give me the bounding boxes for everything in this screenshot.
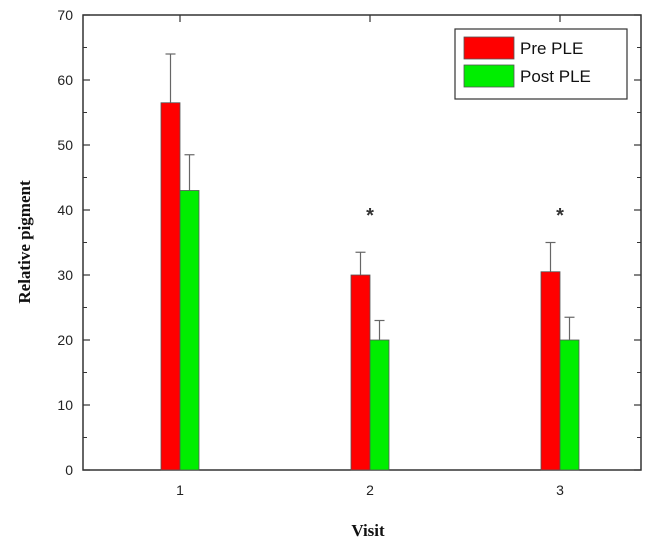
legend-label: Post PLE xyxy=(520,67,591,86)
y-tick-label: 70 xyxy=(57,7,73,23)
bars-layer xyxy=(160,53,580,471)
legend-swatch xyxy=(463,64,515,88)
bar xyxy=(369,339,390,471)
legend-label: Pre PLE xyxy=(520,39,583,58)
y-tick-label: 60 xyxy=(57,72,73,88)
bar xyxy=(160,102,181,471)
y-tick-label: 0 xyxy=(65,462,73,478)
x-tick-label: 3 xyxy=(556,482,564,498)
x-tick-label: 2 xyxy=(366,482,374,498)
y-axis-title: Relative pigment xyxy=(15,180,34,304)
significance-marker: * xyxy=(556,205,564,227)
y-tick-label: 20 xyxy=(57,332,73,348)
y-axis-ticks: 0 10 20 30 40 50 60 70 xyxy=(57,7,641,478)
y-tick-label: 30 xyxy=(57,267,73,283)
bar xyxy=(350,274,371,471)
legend-swatch xyxy=(463,36,515,60)
bar xyxy=(559,339,580,471)
y-tick-label: 50 xyxy=(57,137,73,153)
y-tick-label: 40 xyxy=(57,202,73,218)
bar xyxy=(540,271,561,471)
legend: Pre PLE Post PLE xyxy=(454,28,628,100)
x-axis-title: Visit xyxy=(351,521,385,540)
x-tick-label: 1 xyxy=(176,482,184,498)
annotations-layer: * * xyxy=(366,205,564,227)
significance-marker: * xyxy=(366,205,374,227)
y-tick-label: 10 xyxy=(57,397,73,413)
bar xyxy=(179,190,200,471)
